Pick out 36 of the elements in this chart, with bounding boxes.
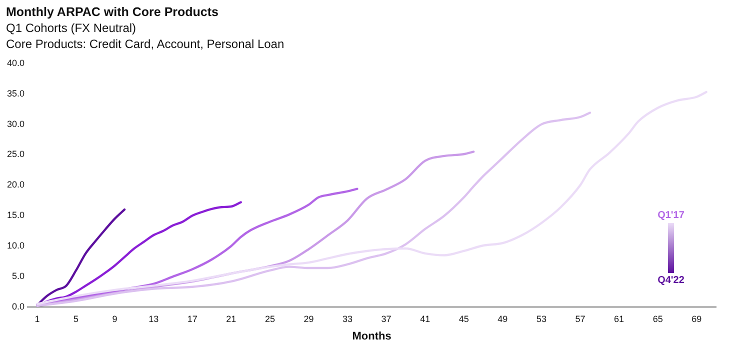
x-tick-label: 13: [148, 314, 159, 324]
x-tick-label: 17: [187, 314, 198, 324]
x-tick-label: 9: [112, 314, 118, 324]
y-tick-label: 30.0: [6, 118, 25, 129]
y-tick-label: 35.0: [6, 88, 25, 98]
y-tick-label: 0.0: [12, 301, 25, 312]
y-tick-label: 40.0: [6, 58, 25, 68]
x-tick-label: 37: [381, 314, 392, 324]
x-tick-label: 29: [304, 314, 314, 324]
x-tick-label: 61: [614, 314, 624, 324]
text: Core Products: Credit Card, Account, Personal Loan: [6, 36, 284, 52]
x-tick-label: 45: [458, 314, 469, 324]
x-tick-label: 1: [34, 314, 40, 324]
y-tick-label: 15.0: [6, 210, 25, 220]
line-series: [36, 188, 358, 306]
y-tick-label: 5.0: [12, 271, 25, 282]
x-tick-label: 53: [536, 314, 546, 324]
annotation: Q1'17: [656, 210, 686, 221]
x-tick-label: 33: [342, 314, 353, 324]
y-tick-label: 25.0: [6, 149, 25, 160]
y-tick-label: 20.0: [6, 180, 25, 190]
x-tick-label: 65: [652, 314, 663, 324]
chart-subtitle: Q1 Cohorts (FX Neutral): [6, 20, 138, 36]
x-tick-label: 41: [420, 314, 430, 324]
x-tick-label: 21: [226, 314, 236, 324]
chart-title: Monthly ARPAC with Core Products: [6, 4, 220, 20]
line-series: [36, 112, 592, 307]
x-tick-label: 25: [264, 314, 275, 324]
x-tick-label: 5: [73, 314, 79, 324]
line-series: [36, 90, 708, 306]
x-tick-label: 69: [692, 314, 702, 324]
x-tick-label: 57: [575, 314, 586, 324]
y-tick-label: 10.0: [6, 240, 25, 251]
annotation: Q4'22: [656, 275, 686, 286]
x-tick-label: 49: [498, 314, 508, 324]
x-axis-title: Months: [352, 330, 392, 342]
